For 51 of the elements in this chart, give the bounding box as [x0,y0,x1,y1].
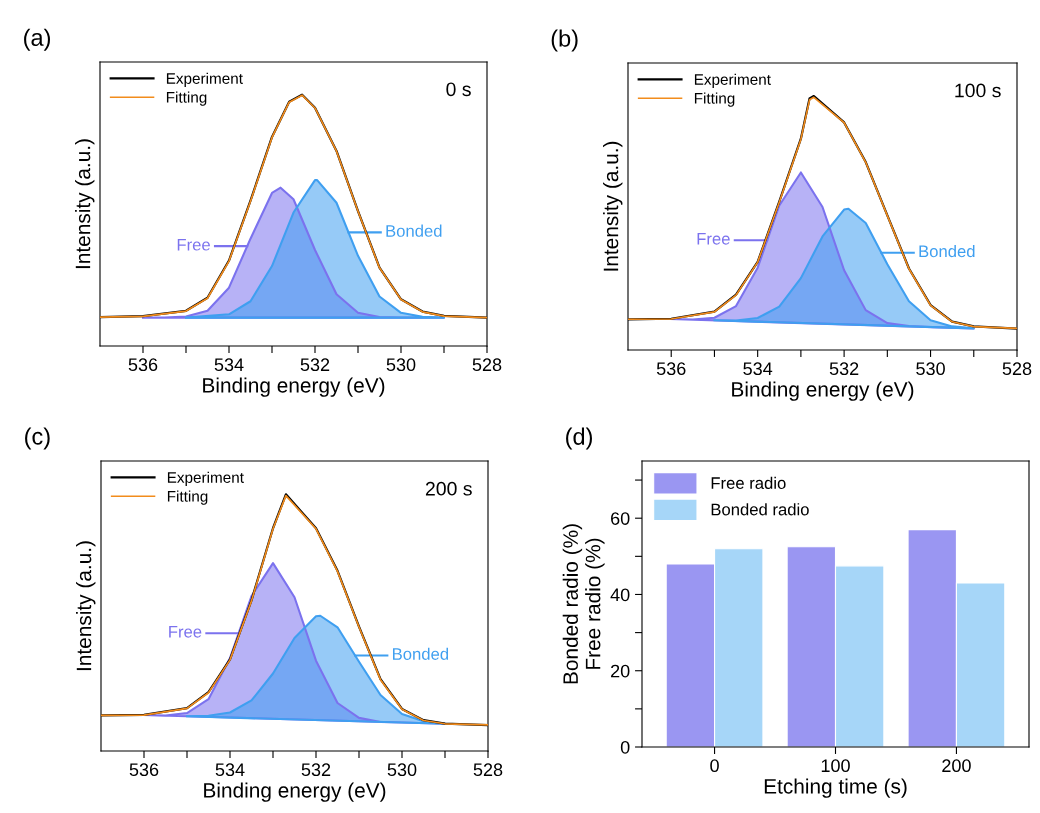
annotation: 0 s [446,82,471,97]
chart-title: (a) [24,28,50,51]
y-axis-title: Intensity (a.u.) [76,541,96,671]
chart-title: (c) [25,427,50,450]
legend-label: Experiment [694,73,771,88]
x-tick-label: 534 [215,763,245,777]
x-tick-label: 0 [710,759,719,773]
legend-label: Bonded [919,244,975,258]
legend-label: Bonded [393,647,449,660]
x-tick-label: 534 [214,358,244,372]
x-tick-label: 536 [656,362,686,376]
series-label: Free [177,238,210,251]
legend-label: Bonded [386,224,442,237]
x-tick-label: 534 [743,362,773,376]
x-tick-label: 530 [916,362,945,376]
text: Free [697,233,730,245]
x-tick-label: 536 [128,358,158,372]
text: Free [169,626,202,638]
x-axis-title: Binding energy (eV) [204,782,386,802]
chart-title: (d) [566,427,592,450]
y-axis-title: Intensity (a.u.) [75,139,95,269]
y-axis-title: Bonded radio (%) Free radio (%) [562,524,605,684]
x-tick-label: 532 [300,358,330,372]
chart-title: (b) [551,29,578,52]
legend-label: Fitting [167,490,208,505]
legend-label: Bonded radio [711,503,809,516]
legend-label: Experiment [167,471,244,486]
x-tick-label: 200 [942,759,971,773]
y-tick-label: 60 [611,512,630,525]
y-tick-label: 20 [611,664,630,678]
legend-label: Fitting [694,92,735,107]
x-tick-label: 100 [821,759,850,773]
legend-label: Free radio [711,476,786,489]
x-tick-label: 528 [1002,362,1032,376]
x-tick-label: 532 [301,763,331,777]
x-tick-label: 530 [387,763,417,777]
legend-label: Fitting [166,91,207,106]
x-tick-label: 536 [129,763,159,777]
x-axis-title: Etching time (s) [764,778,907,798]
x-tick-label: 532 [829,362,859,376]
legend-label: Experiment [166,72,243,87]
y-axis-title: Intensity (a.u.) [603,141,623,271]
y-tick-label: 0 [620,740,630,754]
y-tick-label: 40 [610,588,630,602]
x-axis-title: Binding energy (eV) [203,377,385,397]
x-tick-label: 528 [473,763,503,777]
annotation: 200 s [425,481,472,496]
x-axis-title: Binding energy (eV) [732,381,914,401]
x-tick-label: 528 [472,358,502,372]
annotation: 100 s [955,83,1001,98]
x-tick-label: 530 [386,358,416,372]
